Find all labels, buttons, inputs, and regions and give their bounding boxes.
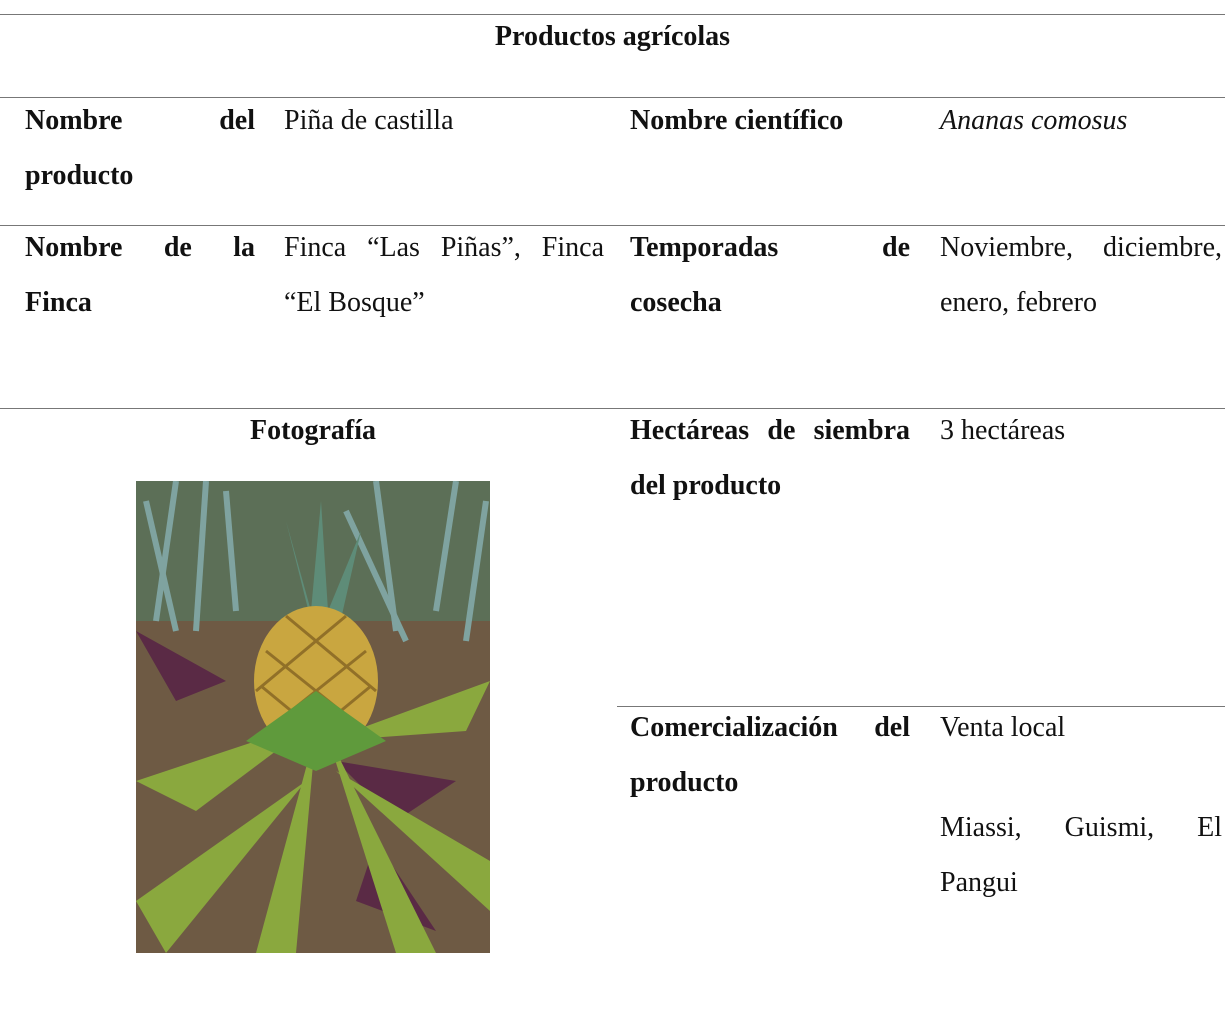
value: Ananas comosus: [940, 105, 1128, 136]
label: Comercialización del producto: [630, 712, 910, 798]
label: Fotografía: [250, 415, 376, 446]
table-title: Productos agrícolas: [494, 21, 731, 52]
value: Venta local: [940, 712, 1066, 743]
rule: [617, 706, 1225, 707]
label: Nombre científico: [630, 105, 844, 136]
value: 3 hectáreas: [940, 415, 1066, 446]
label: Nombre de la Finca: [25, 232, 255, 318]
photo: [136, 481, 490, 953]
value: Finca “Las Piñas”, Finca “El Bosque”: [284, 232, 604, 318]
rule: [0, 97, 1225, 98]
rule: [0, 408, 1225, 409]
label: Temporadas de cosecha: [630, 232, 910, 318]
rule: [0, 225, 1225, 226]
value: Miassi, Guismi, El Pangui: [940, 812, 1222, 898]
label: Nombre del producto: [25, 105, 255, 191]
value: Piña de castilla: [284, 105, 454, 136]
value: Noviembre, diciembre, enero, febrero: [940, 232, 1222, 318]
label: Hectáreas de siembra del producto: [630, 415, 910, 501]
rule: [0, 14, 1225, 15]
